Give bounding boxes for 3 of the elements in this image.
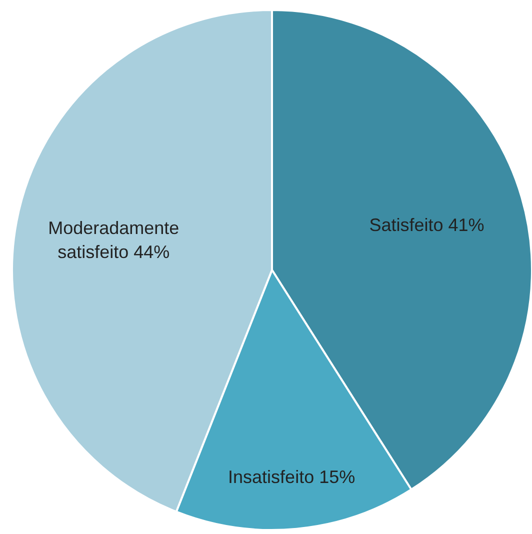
slice-label: Satisfeito 41% bbox=[369, 215, 484, 236]
slice-label: Moderadamente satisfeito 44% bbox=[48, 218, 180, 262]
slice-label: Insatisfeito 15% bbox=[228, 467, 356, 488]
